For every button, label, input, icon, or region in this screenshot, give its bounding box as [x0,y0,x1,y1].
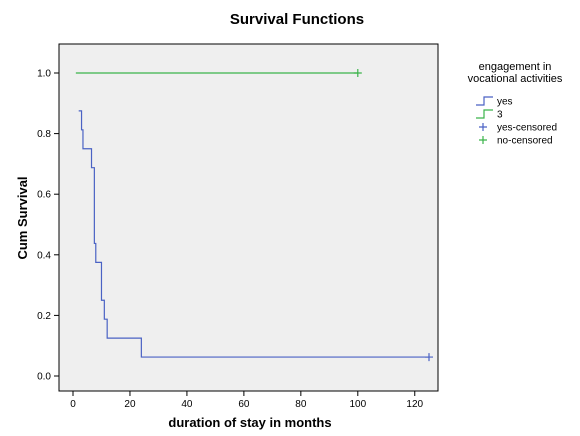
plot-area [58,43,439,392]
y-tick-label: 1.0 [37,69,51,80]
x-tick-label: 100 [349,399,366,410]
legend-label: no-censored [497,136,553,147]
legend-label: yes [497,97,513,108]
x-tick-label: 120 [406,399,423,410]
chart-title: Survival Functions [230,11,364,28]
legend-title: vocational activities [468,73,563,85]
legend-title: engagement in [479,61,552,73]
x-tick-label: 0 [70,399,76,410]
legend-line-swatch [476,96,493,106]
x-tick-label: 40 [181,399,193,410]
legend-plus-swatch [479,123,487,131]
x-tick-label: 60 [238,399,250,410]
y-tick-label: 0.8 [37,129,51,140]
legend-label: yes-censored [497,123,557,134]
censored-marker [353,69,362,77]
x-axis: 0 20 40 60 80 100 120 [70,391,424,410]
y-axis-label: Cum Survival [15,176,30,259]
legend-line-swatch [476,109,493,119]
y-tick-label: 0.6 [37,190,51,201]
y-tick-label: 0.4 [37,250,51,261]
censored-marker [425,353,433,362]
x-axis-label: duration of stay in months [168,415,331,430]
y-tick-label: 0.2 [37,311,51,322]
series-line-0 [78,110,429,358]
y-axis: 0.0 0.2 0.4 0.6 0.8 1.0 [37,69,59,383]
x-tick-label: 20 [124,399,136,410]
legend-label: 3 [497,110,503,121]
x-tick-label: 80 [295,399,307,410]
series-layer [75,69,433,362]
legend-plus-swatch [479,136,487,144]
y-tick-label: 0.0 [37,372,51,383]
